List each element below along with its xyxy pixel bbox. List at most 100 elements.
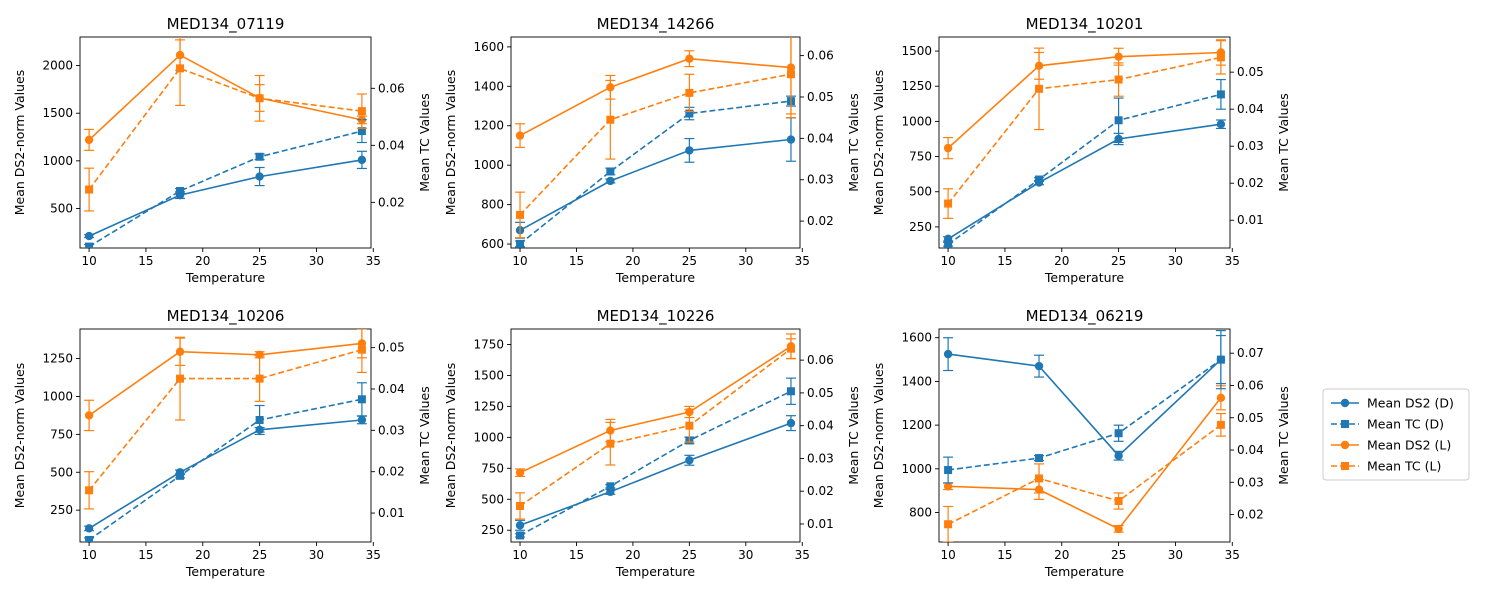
y-tick-label: 1250 — [473, 399, 504, 413]
x-tick-label: 20 — [625, 548, 640, 562]
y2-tick-label: 0.04 — [378, 382, 405, 396]
data-point-circle — [1114, 52, 1123, 61]
y-tick-label: 1500 — [901, 44, 932, 58]
y-tick-label: 600 — [481, 237, 504, 251]
data-layer — [515, 333, 796, 540]
x-tick-label: 10 — [512, 254, 527, 268]
legend: Mean DS2 (D) Mean TC (D) Mean DS2 (L) Mean … — [1322, 388, 1470, 481]
y2-tick-label: 0.05 — [378, 341, 405, 355]
x-tick-label: 25 — [1111, 548, 1126, 562]
x-tick-label: 15 — [138, 254, 153, 268]
data-point-square — [516, 210, 525, 219]
y2-tick-label: 0.02 — [378, 195, 405, 209]
legend-frame — [1322, 388, 1470, 481]
y-tick-label: 1500 — [42, 106, 73, 120]
data-point-circle — [255, 350, 264, 359]
data-point-square — [606, 482, 615, 491]
y2-tick-label: 0.01 — [378, 506, 405, 520]
data-point-square — [1216, 90, 1225, 99]
x-tick-label: 10 — [940, 548, 955, 562]
y-tick-label: 1400 — [901, 374, 932, 388]
data-point-square — [944, 520, 953, 529]
data-point-square — [357, 127, 366, 136]
y-tick-label: 500 — [909, 185, 932, 199]
series-tc-l — [515, 338, 796, 520]
legend-label: Mean TC (D) — [1367, 417, 1444, 432]
x-tick-label: 20 — [1054, 548, 1069, 562]
series-line — [947, 424, 1222, 526]
data-point-circle — [1114, 451, 1123, 460]
x-axis-label: Temperature — [615, 270, 695, 285]
data-point-square — [176, 186, 185, 195]
x-tick-label: 10 — [940, 254, 955, 268]
data-point-circle — [1216, 393, 1226, 403]
data-point-circle — [685, 146, 694, 155]
data-layer — [943, 39, 1226, 248]
y2-tick-label: 0.01 — [1237, 213, 1264, 227]
x-tick-label: 20 — [625, 254, 640, 268]
y-tick-label: 500 — [481, 492, 504, 506]
data-point-circle — [685, 456, 694, 465]
data-point-circle — [84, 411, 94, 420]
data-point-circle — [1216, 120, 1226, 129]
y2-axis-label: Mean TC Values — [417, 93, 432, 191]
x-tick-label: 15 — [569, 254, 584, 268]
x-tick-label: 35 — [1225, 548, 1240, 562]
data-point-square — [255, 152, 264, 161]
series-line — [947, 51, 1221, 149]
y2-axis-label: Mean TC Values — [417, 386, 432, 484]
y2-tick-label: 0.04 — [1237, 443, 1264, 457]
legend-marker — [1340, 440, 1350, 450]
series-ds2-d — [943, 119, 1226, 244]
subplot-title: MED134_14266 — [597, 15, 715, 34]
subplot-5: MED134_10226 10 15 20 25 30 35 250 500 750 1000 125… — [443, 307, 861, 579]
plot-frame — [938, 328, 1231, 543]
subplot-4: MED134_10206 10 15 20 25 30 35 250 500 750 1000 125… — [12, 307, 432, 579]
legend-label: Mean TC (L) — [1367, 459, 1441, 474]
series-tc-l — [515, 37, 796, 239]
legend-marker — [1340, 398, 1350, 408]
data-point-circle — [685, 54, 694, 63]
data-point-square — [85, 535, 94, 542]
y-axis-label: Mean DS2-norm Values — [871, 363, 886, 509]
data-point-circle — [606, 176, 615, 186]
data-point-circle — [515, 131, 525, 140]
data-point-circle — [1114, 524, 1123, 534]
data-point-circle — [84, 135, 94, 145]
data-layer — [943, 330, 1226, 542]
data-point-square — [255, 415, 264, 424]
x-tick-label: 35 — [366, 254, 381, 268]
data-point-square — [85, 486, 94, 495]
x-tick-label: 10 — [512, 548, 527, 562]
legend-marker — [1341, 420, 1349, 428]
series-line — [88, 130, 363, 248]
x-tick-label: 25 — [252, 254, 267, 268]
data-point-square — [176, 374, 185, 383]
data-point-circle — [943, 482, 953, 491]
series-line — [947, 359, 1222, 471]
data-point-square — [1035, 175, 1044, 184]
legend-item: Mean TC (D) — [1331, 417, 1444, 432]
series-line — [519, 73, 792, 216]
y-tick-label: 800 — [481, 198, 504, 212]
data-point-square — [516, 501, 525, 510]
series-line — [88, 398, 363, 541]
series-line — [88, 54, 363, 141]
data-point-circle — [943, 349, 953, 359]
y2-tick-label: 0.03 — [1237, 475, 1264, 489]
y-tick-label: 500 — [50, 465, 73, 479]
series-line — [88, 342, 362, 417]
x-tick-label: 25 — [252, 548, 267, 562]
y-axis-label: Mean DS2-norm Values — [12, 363, 27, 509]
subplot-title: MED134_10226 — [597, 307, 715, 326]
y2-tick-label: 0.02 — [1237, 508, 1264, 522]
data-point-square — [357, 107, 366, 116]
data-point-circle — [943, 143, 953, 153]
series-line — [88, 419, 362, 530]
series-line — [519, 138, 792, 232]
data-point-square — [606, 167, 615, 176]
y-tick-label: 1750 — [473, 337, 504, 351]
y-tick-label: 250 — [481, 523, 504, 537]
